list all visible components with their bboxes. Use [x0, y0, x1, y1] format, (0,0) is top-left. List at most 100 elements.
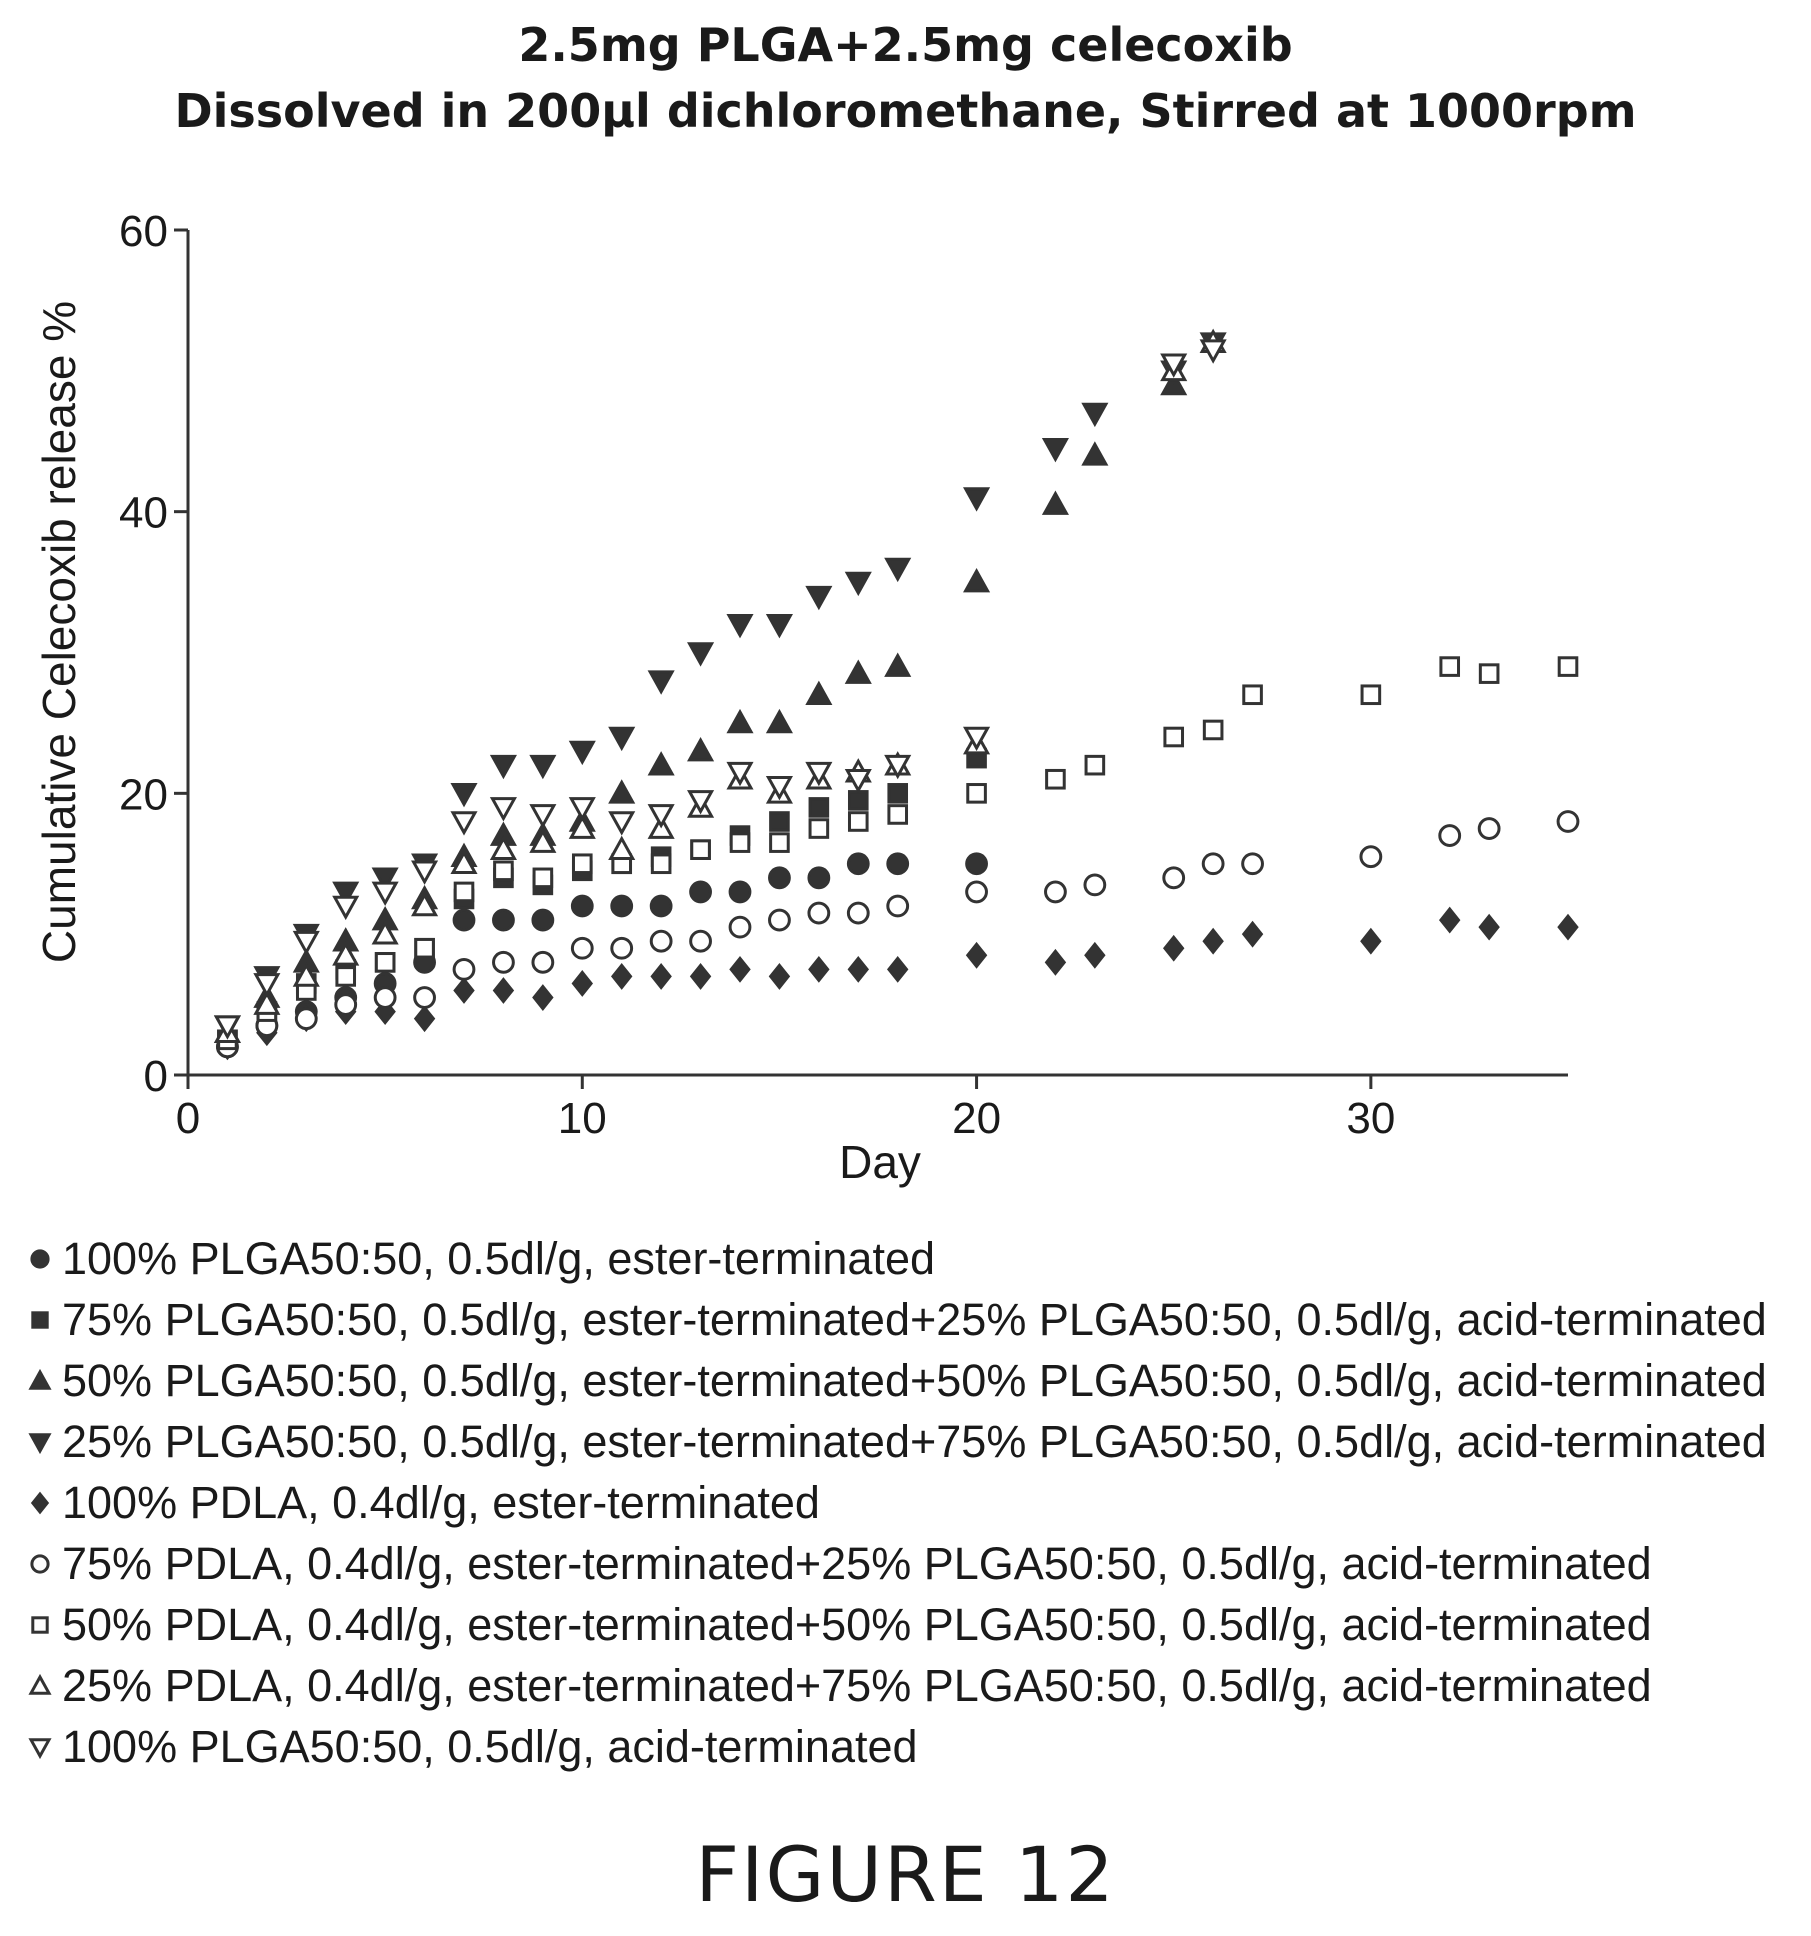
data-point [610, 936, 634, 960]
data-point [492, 977, 515, 1004]
data-point [1083, 873, 1107, 897]
data-point [1360, 927, 1382, 955]
legend-marker-icon [30, 1553, 50, 1574]
data-point [847, 811, 869, 832]
legend-marker-icon [30, 1491, 50, 1514]
data-point [1359, 845, 1383, 869]
data-point [489, 754, 517, 780]
data-point [1041, 437, 1069, 463]
legend-marker-shape [28, 1737, 52, 1759]
x-tick-label: 20 [952, 1094, 1001, 1143]
data-point [649, 894, 673, 918]
data-point [568, 797, 596, 822]
data-point [1044, 948, 1067, 976]
series-7 [217, 656, 1579, 1051]
data-point [213, 1015, 241, 1040]
data-point [531, 950, 555, 974]
data-point [332, 881, 360, 907]
data-point [608, 779, 636, 804]
legend-label: 100% PDLA, 0.4dl/g, ester-terminated [62, 1476, 820, 1528]
data-point [965, 880, 988, 904]
data-point [765, 708, 793, 734]
legend-label: 50% PLGA50:50, 0.5dl/g, ester-terminated… [62, 1354, 1767, 1406]
data-point [884, 652, 912, 677]
data-point [608, 726, 636, 752]
data-point [768, 963, 791, 990]
data-point [769, 832, 790, 853]
data-point [452, 957, 476, 981]
chart-subtitle: Dissolved in 200µl dichloromethane, Stir… [174, 84, 1637, 138]
data-point [846, 852, 870, 876]
legend-marker-icon [28, 1673, 52, 1695]
data-point [769, 811, 790, 832]
data-point [371, 867, 399, 892]
legend-marker-icon [30, 1248, 50, 1269]
legend-marker-icon [28, 1432, 52, 1454]
data-point [963, 726, 991, 752]
data-point [1557, 913, 1579, 941]
data-point [1045, 768, 1066, 790]
series-1 [216, 852, 988, 1059]
legend-marker-shape [30, 1553, 50, 1574]
data-point [371, 881, 399, 907]
data-point [489, 797, 517, 822]
data-point [532, 867, 554, 889]
data-point [808, 797, 830, 818]
data-point [726, 708, 754, 734]
data-point [1084, 941, 1106, 969]
data-point [335, 966, 357, 987]
data-point [453, 881, 475, 903]
data-point [966, 783, 987, 804]
data-point [846, 901, 870, 925]
legend-item: 100% PLGA50:50, 0.5dl/g, acid-terminated [26, 1716, 1767, 1777]
data-point [531, 908, 555, 932]
data-point [887, 783, 909, 804]
scatter-plot: 0 10 20 30 0 20 40 60 Day Cumulative Celecoxib … [33, 207, 1580, 1188]
data-point [1084, 754, 1106, 776]
data-point [413, 1005, 436, 1033]
data-point [884, 754, 912, 780]
data-point [1163, 726, 1185, 748]
data-point [253, 990, 281, 1015]
data-point [687, 790, 715, 815]
data-point [1044, 880, 1067, 904]
data-point [649, 929, 673, 953]
x-axis-label: Day [839, 1136, 921, 1188]
data-point [1081, 402, 1109, 428]
x-tick-label: 30 [1346, 1094, 1395, 1143]
data-point [1162, 866, 1186, 890]
legend-label: 75% PDLA, 0.4dl/g, ester-terminated+25% … [62, 1537, 1652, 1589]
legend-item: 100% PDLA, 0.4dl/g, ester-terminated [26, 1472, 1767, 1533]
data-point [844, 571, 872, 597]
data-point [570, 894, 594, 918]
data-point [568, 740, 596, 766]
legend: 100% PLGA50:50, 0.5dl/g, ester-terminate… [26, 1228, 1767, 1777]
data-point [1439, 656, 1461, 677]
data-point [728, 880, 752, 904]
legend-item: 50% PLGA50:50, 0.5dl/g, ester-terminated… [26, 1350, 1767, 1411]
series-2 [217, 747, 987, 1051]
data-point [1438, 824, 1462, 847]
data-point [411, 860, 439, 885]
data-point [1202, 719, 1224, 741]
legend-marker-shape [28, 1432, 52, 1454]
data-point [1360, 684, 1382, 706]
data-point [884, 557, 912, 583]
data-point [1556, 810, 1580, 833]
data-point [689, 963, 712, 990]
data-point [1478, 913, 1500, 941]
legend-label: 100% PLGA50:50, 0.5dl/g, acid-terminated [62, 1720, 918, 1772]
data-point [532, 984, 554, 1011]
data-point [689, 929, 712, 953]
data-point [1478, 663, 1500, 684]
data-point [371, 920, 399, 945]
data-point [450, 783, 478, 808]
data-point [332, 941, 360, 966]
legend-item: 75% PLGA50:50, 0.5dl/g, ester-terminated… [26, 1289, 1767, 1350]
data-point [965, 941, 988, 969]
legend-marker-shape [30, 1491, 50, 1514]
data-point [886, 852, 910, 876]
legend-marker-shape [30, 1248, 50, 1269]
data-point [887, 804, 909, 825]
series-5 [216, 906, 1579, 1061]
